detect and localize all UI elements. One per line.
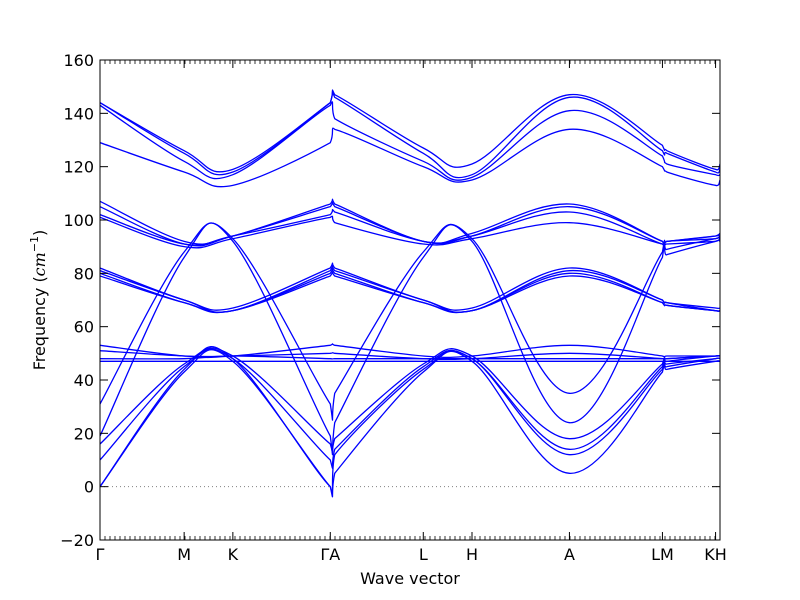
band-line-14 — [100, 262, 720, 311]
y-axis-label-unit: cm — [30, 252, 49, 276]
y-axis-label-text: Frequency ( — [30, 276, 49, 370]
x-tick-label: M — [177, 545, 191, 564]
y-axis-ticks: −20 0 20 40 60 80 100 120 140 160 — [60, 51, 720, 550]
band-line-19 — [100, 127, 720, 188]
x-axis-label: Wave vector — [360, 569, 460, 588]
y-tick-label: 40 — [74, 371, 94, 390]
y-tick-label: 20 — [74, 424, 94, 443]
x-tick-label: K — [228, 545, 239, 564]
band-lines — [100, 89, 720, 498]
y-tick-label: 160 — [63, 51, 94, 70]
x-tick-label: ΓA — [320, 545, 340, 564]
x-tick-label: A — [564, 545, 575, 564]
y-tick-label: 80 — [74, 264, 94, 283]
y-tick-label: 120 — [63, 158, 94, 177]
plot-area — [100, 89, 720, 498]
y-axis-label-exponent: −1 — [28, 236, 41, 252]
x-tick-label: Γ — [96, 545, 105, 564]
x-tick-label: L — [419, 545, 428, 564]
y-tick-label: 0 — [84, 478, 94, 497]
band-line-2 — [100, 346, 720, 493]
band-line-3 — [100, 348, 720, 469]
band-line-21 — [100, 90, 720, 179]
band-line-10 — [100, 343, 720, 359]
x-tick-label: KH — [704, 545, 727, 564]
y-tick-label: 60 — [74, 318, 94, 337]
plot-frame — [99, 59, 721, 541]
band-line-22 — [100, 89, 720, 173]
y-axis-label-close: ) — [30, 230, 49, 236]
band-line-18 — [100, 198, 720, 246]
x-tick-label: LM — [651, 545, 674, 564]
y-tick-label: −20 — [60, 531, 94, 550]
y-tick-label: 100 — [63, 211, 94, 230]
band-line-20 — [100, 101, 720, 181]
band-line-15 — [100, 215, 720, 249]
y-axis-label: Frequency (cm−1) — [28, 230, 49, 371]
y-tick-label: 140 — [63, 104, 94, 123]
x-tick-label: H — [466, 545, 478, 564]
